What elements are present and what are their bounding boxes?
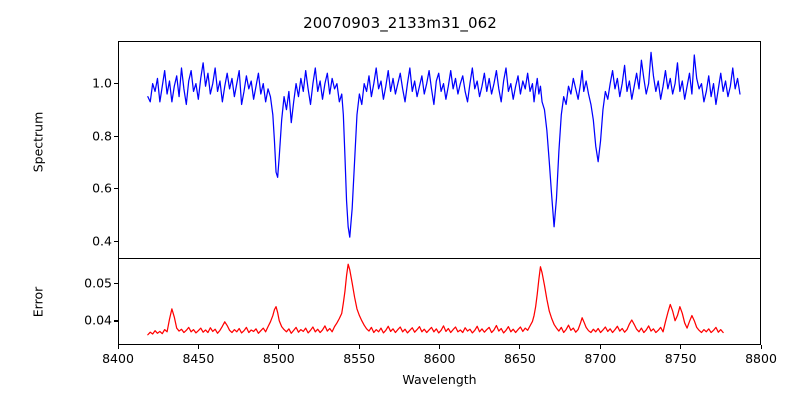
x-tick-mark xyxy=(117,345,119,349)
error-plot-area xyxy=(147,263,724,336)
y-tick-label: 0.4 xyxy=(92,233,112,249)
spectrum-line xyxy=(147,51,741,238)
y-tick-label: 0.8 xyxy=(92,128,112,144)
y-tick-label: 0.6 xyxy=(92,180,112,196)
x-tick-label: 8550 xyxy=(343,351,376,366)
y-tick-mark xyxy=(114,240,118,242)
x-axis-label: Wavelength xyxy=(402,372,477,387)
x-tick-label: 8500 xyxy=(262,351,295,366)
y-tick-label: 0.05 xyxy=(84,275,112,291)
x-tick-mark xyxy=(519,345,521,349)
x-tick-mark xyxy=(358,345,360,349)
y-tick-mark xyxy=(114,135,118,137)
y-tick-mark xyxy=(114,320,118,322)
error-y-axis-label: Error xyxy=(30,286,46,318)
spectrum-plot-area xyxy=(147,51,741,238)
x-tick-mark xyxy=(599,345,601,349)
y-tick-mark xyxy=(114,282,118,284)
x-tick-label: 8450 xyxy=(182,351,215,366)
x-tick-mark xyxy=(197,345,199,349)
x-tick-label: 8750 xyxy=(664,351,697,366)
x-tick-label: 8400 xyxy=(102,351,134,366)
x-tick-mark xyxy=(439,345,441,349)
x-tick-label: 8650 xyxy=(503,351,536,366)
x-tick-mark xyxy=(278,345,280,349)
y-tick-label: 1.0 xyxy=(92,75,112,91)
error-axes xyxy=(118,258,761,345)
error-line xyxy=(147,263,724,336)
y-tick-mark xyxy=(114,83,118,85)
spectrum-axes xyxy=(118,41,761,259)
x-tick-label: 8600 xyxy=(423,351,456,366)
x-tick-mark xyxy=(680,345,682,349)
x-tick-label: 8700 xyxy=(584,351,617,366)
y-tick-mark xyxy=(114,188,118,190)
x-tick-mark xyxy=(760,345,762,349)
x-tick-label: 8800 xyxy=(745,351,777,366)
figure-title: 20070903_2133m31_062 xyxy=(303,14,497,32)
y-tick-label: 0.04 xyxy=(84,312,112,328)
spectrum-y-axis-label: Spectrum xyxy=(30,111,46,173)
